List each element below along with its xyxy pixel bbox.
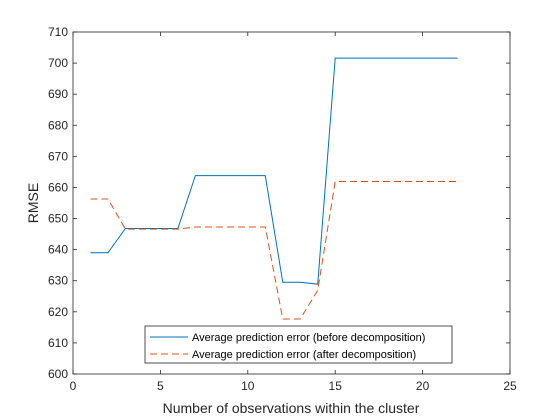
y-tick-label: 630 (48, 274, 68, 288)
legend-entry-after: Average prediction error (after decompos… (192, 349, 416, 361)
y-tick-label: 640 (48, 243, 68, 257)
y-tick-label: 700 (48, 56, 68, 70)
legend: Average prediction error (before decompo… (144, 325, 453, 364)
x-tick-label: 5 (157, 379, 164, 393)
tick-layer: 0 5 10 15 20 25 600 610 620 630 640 650 660 670 680 690… (48, 25, 517, 393)
y-tick-label: 600 (48, 367, 68, 381)
y-tick-label: 660 (48, 180, 68, 194)
y-tick-label: 650 (48, 212, 68, 226)
x-tick-label: 10 (241, 379, 255, 393)
y-tick-label: 620 (48, 305, 68, 319)
y-axis-label: RMSE (25, 183, 41, 223)
series-line-after (90, 181, 458, 320)
y-tick-label: 610 (48, 336, 68, 350)
x-tick-label: 15 (329, 379, 343, 393)
y-tick-label: 680 (48, 118, 68, 132)
x-axis-label: Number of observations within the cluste… (163, 400, 420, 416)
plot-background (73, 32, 510, 374)
legend-entry-before: Average prediction error (before decompo… (192, 332, 425, 344)
x-tick-label: 0 (70, 379, 77, 393)
series-layer (90, 57, 458, 320)
y-tick-label: 710 (48, 25, 68, 39)
plot-frame (72, 31, 511, 375)
y-tick-label: 670 (48, 149, 68, 163)
x-tick-label: 25 (503, 379, 517, 393)
series-line-before (90, 57, 458, 285)
legend-box (144, 325, 453, 364)
x-tick-label: 20 (416, 379, 430, 393)
y-tick-label: 690 (48, 87, 68, 101)
